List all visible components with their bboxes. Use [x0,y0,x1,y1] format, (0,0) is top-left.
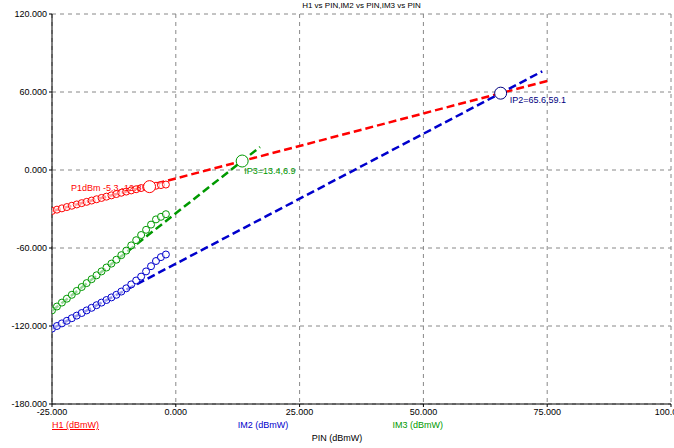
svg-text:IP3=13.4,6.9: IP3=13.4,6.9 [244,166,295,176]
html-text:IM2 (dBmW): IM2 (dBmW) [237,420,289,430]
svg-text:0.000: 0.000 [24,165,47,175]
svg-text:100.000: 100.000 [655,407,666,417]
svg-text:IP2=65.6,59.1: IP2=65.6,59.1 [510,95,566,105]
svg-text:120.000: 120.000 [14,9,47,19]
svg-text:60.000: 60.000 [19,87,47,97]
html-text:H1 (dBmW): H1 (dBmW) [52,420,99,430]
svg-text:-60.000: -60.000 [16,243,47,253]
svg-text:P1dBm -5.3,-12.8: P1dBm -5.3,-12.8 [71,183,142,193]
html-text:H1 vs PIN,IM2 vs PIN,IM3 vs PI: H1 vs PIN,IM2 vs PIN,IM3 vs PIN [302,1,421,10]
html-text:IM3 (dBmW): IM3 (dBmW) [392,420,443,430]
svg-text:50.000: 50.000 [410,407,438,417]
html-text:PIN (dBmW): PIN (dBmW) [311,433,363,443]
svg-text:25.000: 25.000 [286,407,314,417]
svg-text:-25.000: -25.000 [36,407,68,418]
svg-text:0.000: 0.000 [165,407,188,417]
svg-text:-180.000: -180.000 [11,399,47,409]
svg-text:75.000: 75.000 [533,407,561,417]
svg-text:-120.000: -120.000 [11,321,47,331]
